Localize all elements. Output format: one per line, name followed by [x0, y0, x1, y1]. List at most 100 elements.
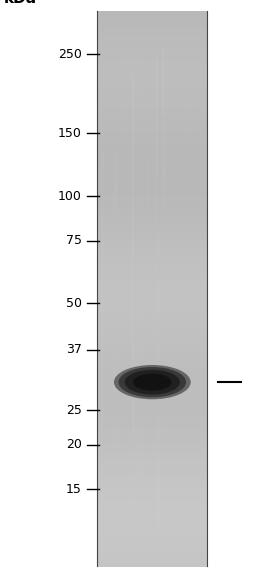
- Bar: [97, 231, 207, 235]
- Bar: [97, 13, 207, 16]
- Bar: [97, 133, 207, 137]
- Bar: [97, 218, 207, 221]
- Bar: [97, 109, 207, 113]
- Bar: [97, 314, 207, 318]
- Bar: [97, 390, 207, 394]
- Bar: [97, 449, 207, 453]
- Bar: [97, 408, 207, 412]
- Bar: [97, 366, 207, 370]
- Bar: [97, 531, 207, 534]
- Bar: [97, 495, 207, 499]
- Bar: [97, 494, 207, 497]
- Bar: [97, 386, 207, 390]
- Bar: [97, 309, 207, 312]
- Bar: [97, 349, 207, 353]
- Bar: [97, 564, 207, 567]
- Bar: [97, 183, 207, 186]
- Bar: [97, 181, 207, 185]
- Bar: [97, 174, 207, 177]
- Bar: [97, 148, 207, 151]
- Bar: [97, 403, 207, 407]
- Bar: [97, 275, 207, 279]
- Text: 50: 50: [66, 297, 82, 309]
- Bar: [97, 299, 207, 303]
- Bar: [97, 321, 207, 325]
- Bar: [97, 161, 207, 164]
- Bar: [97, 185, 207, 188]
- Bar: [97, 381, 207, 384]
- Bar: [97, 425, 207, 429]
- Bar: [97, 257, 207, 260]
- Bar: [97, 209, 207, 212]
- Bar: [97, 222, 207, 225]
- Bar: [97, 194, 207, 197]
- Bar: [97, 94, 207, 98]
- Bar: [97, 347, 207, 351]
- Bar: [97, 486, 207, 490]
- Bar: [97, 483, 207, 486]
- Bar: [97, 113, 207, 116]
- Bar: [97, 351, 207, 355]
- Bar: [97, 394, 207, 398]
- Bar: [97, 436, 207, 440]
- Bar: [97, 120, 207, 124]
- Bar: [97, 170, 207, 173]
- Bar: [97, 320, 207, 323]
- Bar: [97, 442, 207, 446]
- Text: 25: 25: [66, 404, 82, 417]
- Bar: [97, 98, 207, 101]
- Bar: [97, 235, 207, 238]
- Bar: [97, 227, 207, 231]
- Bar: [97, 268, 207, 272]
- Bar: [97, 138, 207, 142]
- Bar: [97, 207, 207, 210]
- Bar: [97, 236, 207, 240]
- Bar: [97, 35, 207, 38]
- Bar: [97, 31, 207, 35]
- Bar: [97, 157, 207, 161]
- Bar: [97, 89, 207, 92]
- Bar: [97, 418, 207, 422]
- Bar: [97, 305, 207, 308]
- Bar: [97, 261, 207, 264]
- Bar: [97, 240, 207, 244]
- Bar: [97, 14, 207, 18]
- Bar: [97, 312, 207, 316]
- Bar: [97, 479, 207, 482]
- Bar: [97, 451, 207, 455]
- Bar: [97, 111, 207, 114]
- Bar: [97, 560, 207, 564]
- Bar: [97, 244, 207, 248]
- Bar: [97, 340, 207, 344]
- Bar: [97, 96, 207, 100]
- Bar: [97, 446, 207, 449]
- Bar: [97, 462, 207, 466]
- Bar: [97, 447, 207, 451]
- Bar: [97, 519, 207, 523]
- Bar: [97, 285, 207, 288]
- Bar: [97, 423, 207, 427]
- Bar: [97, 301, 207, 305]
- Bar: [97, 410, 207, 414]
- Bar: [97, 407, 207, 410]
- Bar: [97, 507, 207, 510]
- Bar: [97, 534, 207, 538]
- Bar: [97, 375, 207, 379]
- Bar: [97, 345, 207, 349]
- Bar: [97, 80, 207, 83]
- Bar: [97, 76, 207, 79]
- Bar: [97, 464, 207, 467]
- Bar: [97, 536, 207, 540]
- Bar: [97, 543, 207, 547]
- Bar: [97, 477, 207, 480]
- Bar: [97, 357, 207, 360]
- Bar: [97, 325, 207, 329]
- Bar: [97, 270, 207, 273]
- Bar: [97, 37, 207, 40]
- Bar: [97, 273, 207, 277]
- Bar: [97, 527, 207, 530]
- Bar: [97, 323, 207, 327]
- Bar: [97, 51, 207, 55]
- Bar: [97, 392, 207, 395]
- Bar: [97, 396, 207, 399]
